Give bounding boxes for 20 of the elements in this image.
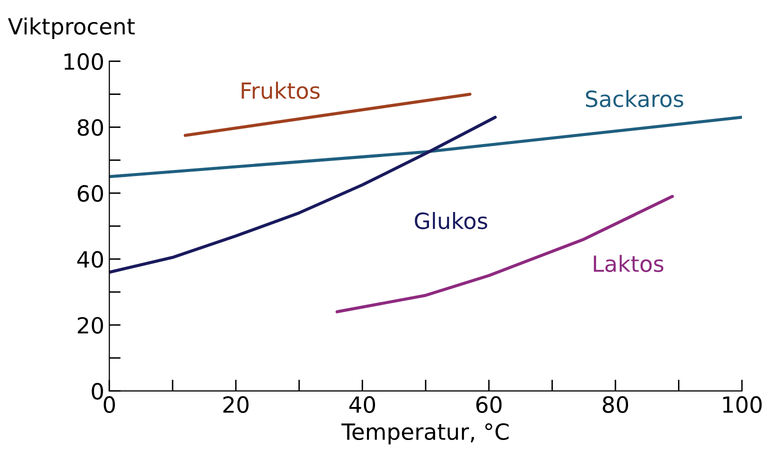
y-tick-label: 60 <box>78 185 104 202</box>
x-tick-label: 100 <box>723 396 762 413</box>
x-axis-title: Temperatur, °C <box>341 423 509 444</box>
y-tick-label: 20 <box>78 316 104 334</box>
x-tick-label: 40 <box>349 396 376 413</box>
y-tick-label: 80 <box>78 119 104 136</box>
x-tick-label: 60 <box>476 396 502 413</box>
line-series <box>109 116 497 274</box>
y-tick-label: 100 <box>64 53 103 70</box>
y-axis-title: Viktprocent <box>8 18 135 40</box>
x-tick-label: 80 <box>602 396 628 413</box>
x-tick-label: 20 <box>223 396 249 413</box>
text: Glukos <box>414 212 488 230</box>
y-tick-label: 40 <box>77 251 104 268</box>
series-label: Sackaros <box>586 90 684 108</box>
y-tick-label: 0 <box>92 382 104 400</box>
series-label: Laktos <box>594 254 664 272</box>
series-label: Fruktos <box>242 82 320 99</box>
x-tick-label: 0 <box>104 396 115 413</box>
line-series <box>336 194 674 314</box>
